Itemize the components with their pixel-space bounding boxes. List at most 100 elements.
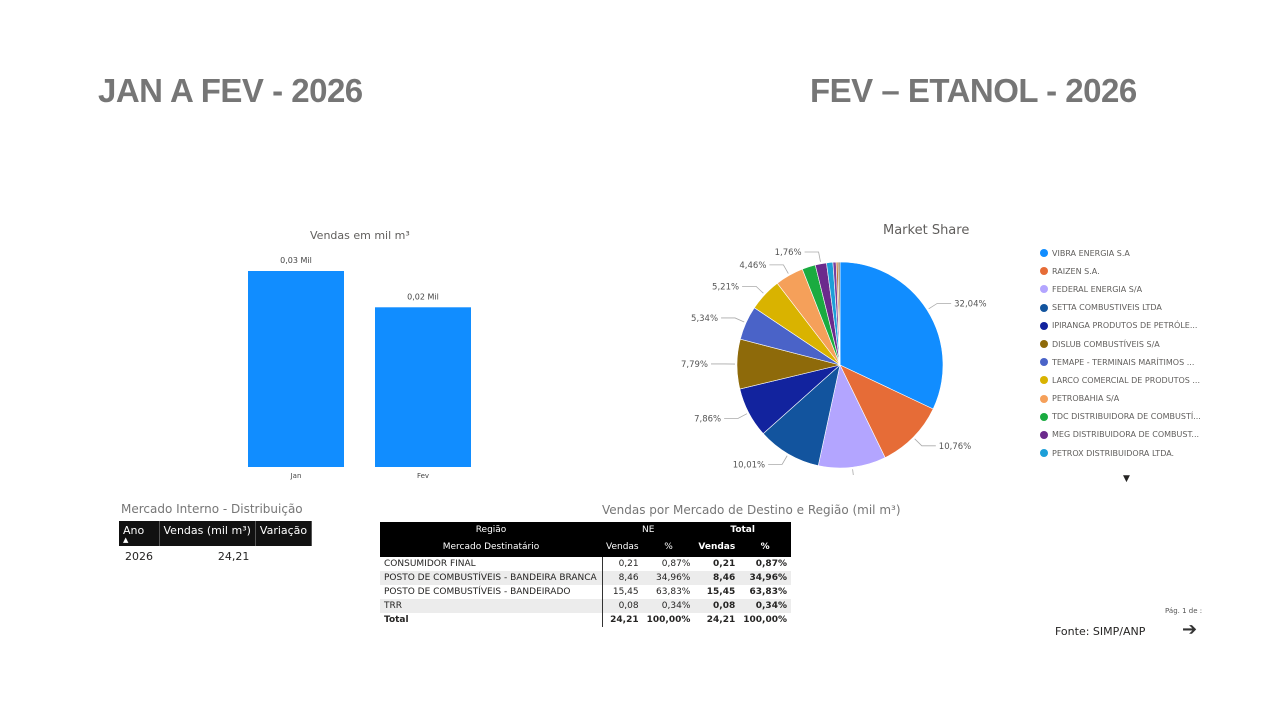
table-row: TRR 0,08 0,34% 0,08 0,34% (380, 599, 791, 613)
cell: 63,83% (656, 587, 691, 597)
source-text: Fonte: SIMP/ANP (1055, 625, 1146, 638)
bar-Fev[interactable] (375, 307, 471, 467)
total-row: Total 24,21 100,00% 24,21 100,00% (380, 613, 791, 627)
next-page-arrow-icon[interactable]: ➔ (1182, 619, 1198, 640)
mercado-interno-title: Mercado Interno - Distribuição (121, 502, 303, 516)
pie-data-label: 1,76% (775, 248, 802, 258)
col-ano[interactable]: Ano ▲ (119, 521, 160, 546)
legend-marker-icon (1040, 376, 1048, 385)
sort-asc-icon: ▲ (123, 536, 129, 544)
pie-chart: 32,04%10,76%10,61%10,01%7,86%7,79%5,34%5… (681, 248, 987, 475)
pie-chart-title: Market Share (883, 223, 970, 238)
header-ne[interactable]: NE (602, 522, 695, 537)
header-total-pct[interactable]: % (739, 537, 791, 557)
bar-chart: 0,03 Mil Jan 0,02 Mil Fev (248, 256, 471, 480)
legend-item[interactable]: TEMAPE - TERMINAIS MARÍTIMOS ... (1040, 353, 1201, 371)
legend-marker-icon (1040, 285, 1048, 294)
legend-label: PETROX DISTRIBUIDORA LTDA. (1052, 448, 1175, 458)
legend-item[interactable]: MEG DISTRIBUIDORA DE COMBUST... (1040, 426, 1201, 444)
legend-scroll-down-icon[interactable]: ▼ (1123, 474, 1130, 484)
pie-data-label: 32,04% (954, 299, 986, 309)
cell: Total (380, 613, 603, 627)
cell: 100,00% (743, 615, 787, 625)
pie-data-label: 5,34% (691, 314, 718, 324)
legend-label: MEG DISTRIBUIDORA DE COMBUST... (1052, 430, 1200, 440)
legend-item[interactable]: VIBRA ENERGIA S.A (1040, 244, 1201, 262)
cell: 0,08 (694, 599, 740, 613)
legend-label: PETROBAHIA S/A (1052, 394, 1120, 404)
legend-item[interactable]: DISLUB COMBUSTÍVEIS S/A (1040, 335, 1201, 353)
legend-marker-icon (1040, 340, 1048, 349)
legend-label: DISLUB COMBUSTÍVEIS S/A (1052, 339, 1160, 349)
legend-marker-icon (1040, 249, 1048, 258)
legend-item[interactable]: RAIZEN S.A. (1040, 262, 1201, 280)
x-tick-label: Jan (290, 472, 302, 480)
pie-slice[interactable] (817, 364, 886, 469)
bar-data-label: 0,02 Mil (407, 292, 439, 301)
cell: 15,45 (612, 587, 639, 597)
header-regiao[interactable]: Região (380, 522, 602, 537)
legend-marker-icon (1040, 394, 1048, 403)
cell: 34,96% (739, 571, 791, 585)
legend-item[interactable]: LARCO COMERCIAL DE PRODUTOS ... (1040, 371, 1201, 389)
legend-marker-icon (1040, 449, 1048, 458)
cell: TRR (380, 599, 603, 613)
header-total[interactable]: Total (694, 522, 791, 537)
pie-slice[interactable] (839, 261, 944, 410)
x-tick-label: Fev (417, 472, 429, 480)
pie-data-label: 10,76% (939, 442, 971, 452)
bar-data-label: 0,03 Mil (280, 256, 312, 265)
legend-marker-icon (1040, 321, 1048, 330)
header-vendas[interactable]: Vendas (602, 537, 643, 557)
col-variacao[interactable]: Variação (255, 521, 313, 546)
label-leader-line (721, 317, 745, 323)
legend-item[interactable]: IPIRANGA PRODUTOS DE PETRÓLE... (1040, 317, 1201, 335)
bar-Jan[interactable] (248, 271, 344, 467)
legend-item[interactable]: FEDERAL ENERGIA S/A (1040, 280, 1201, 298)
pie-data-label: 4,46% (739, 261, 766, 271)
label-leader-line (768, 455, 788, 465)
header-mercado[interactable]: Mercado Destinatário (380, 537, 602, 557)
cell: 24,21 (217, 550, 250, 563)
cell: 0,34% (642, 599, 695, 613)
cell: 100,00% (646, 615, 691, 625)
header-pct[interactable]: % (642, 537, 695, 557)
legend-label: TDC DISTRIBUIDORA DE COMBUSTÍ... (1052, 412, 1201, 422)
label-leader-line (724, 413, 748, 419)
table-row: CONSUMIDOR FINAL 0,21 0,87% 0,21 0,87% (380, 557, 791, 571)
legend-marker-icon (1040, 303, 1048, 312)
legend-marker-icon (1040, 267, 1048, 276)
pie-data-label: 7,86% (694, 414, 721, 424)
header-total-vendas[interactable]: Vendas (694, 537, 740, 557)
cell: POSTO DE COMBUSTÍVEIS - BANDEIRA BRANCA (380, 571, 603, 585)
legend-label: SETTA COMBUSTIVEIS LTDA (1052, 303, 1162, 313)
mercado-interno-table: Ano ▲ Vendas (mil m³) Variação 2026 24,21 (119, 521, 313, 567)
vendas-mercado-table: Região NE Total Mercado Destinatário Vendas… (380, 522, 791, 627)
cell: 24,21 (610, 615, 639, 625)
right-title: FEV – ETANOL - 2026 (810, 72, 1137, 109)
label-leader-line (742, 285, 764, 294)
cell: 63,83% (749, 587, 787, 597)
legend-item[interactable]: TDC DISTRIBUIDORA DE COMBUSTÍ... (1040, 408, 1201, 426)
cell: 2026 (125, 550, 153, 563)
left-title: JAN A FEV - 2026 (98, 72, 363, 109)
pie-slice[interactable] (837, 261, 841, 366)
cell: CONSUMIDOR FINAL (380, 557, 603, 571)
legend-item[interactable]: PETROX DISTRIBUIDORA LTDA. (1040, 444, 1201, 462)
legend-item[interactable]: SETTA COMBUSTIVEIS LTDA (1040, 299, 1201, 317)
table-row: POSTO DE COMBUSTÍVEIS - BANDEIRA BRANCA 8… (380, 571, 791, 585)
legend-label: VIBRA ENERGIA S.A (1052, 248, 1130, 258)
cell: 0,87% (755, 559, 787, 569)
col-vendas[interactable]: Vendas (mil m³) (159, 521, 256, 546)
pie-slice[interactable] (839, 364, 934, 458)
cell: 0,87% (661, 559, 691, 569)
cell: 24,21 (706, 615, 736, 625)
table-row: POSTO DE COMBUSTÍVEIS - BANDEIRADO 15,45 6… (380, 585, 791, 599)
vendas-mercado-title: Vendas por Mercado de Destino e Região (… (602, 503, 901, 517)
pie-data-label: 5,21% (712, 282, 739, 292)
legend-marker-icon (1040, 412, 1048, 421)
legend-item[interactable]: PETROBAHIA S/A (1040, 390, 1201, 408)
legend-label: LARCO COMERCIAL DE PRODUTOS ... (1052, 375, 1201, 385)
cell (255, 546, 311, 567)
legend-label: TEMAPE - TERMINAIS MARÍTIMOS ... (1052, 357, 1195, 367)
